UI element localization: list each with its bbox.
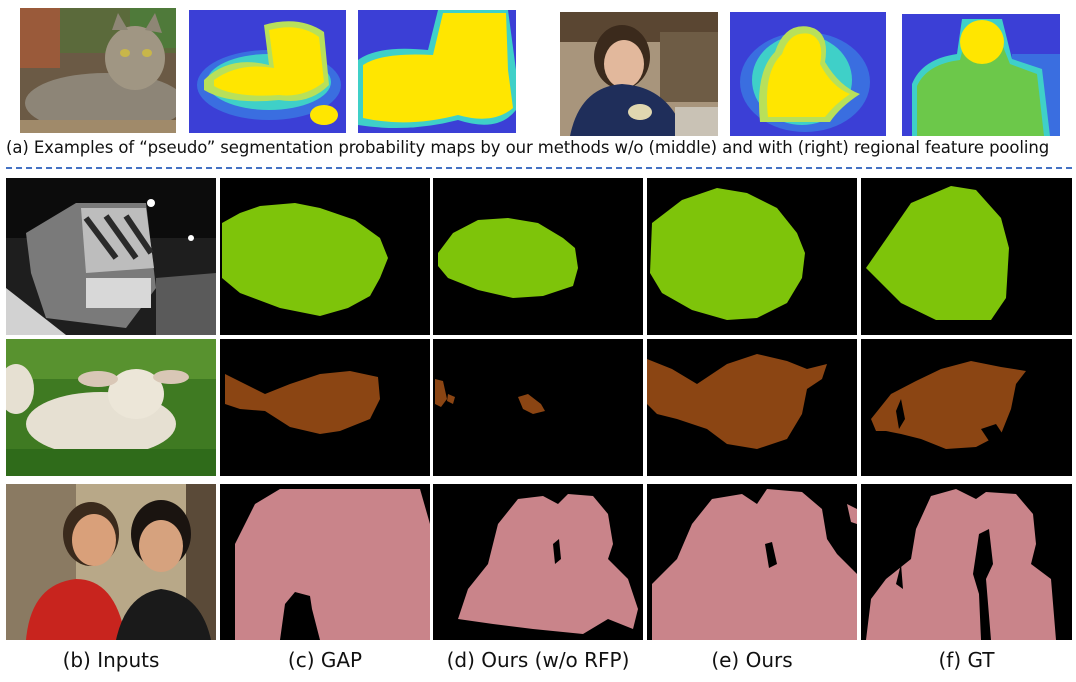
column-label-ours-wo-rfp: (d) Ours (w/o RFP) [446,648,630,672]
train-ours-wo-rfp-mask [433,178,643,335]
column-label-gap: (c) GAP [287,648,363,672]
train-input-photo [6,178,216,335]
column-label-gt: (f) GT [938,648,995,672]
cat-heatmap-with-rfp [358,10,516,133]
sheep-ours-wo-rfp-mask [433,339,643,476]
caption-a: (a) Examples of “pseudo” segmentation pr… [6,138,1050,157]
column-label-inputs: (b) Inputs [62,648,160,672]
dashed-divider [6,167,1072,169]
people-input-photo [6,484,216,640]
column-label-ours: (e) Ours [711,648,793,672]
people-ours-mask [647,484,857,640]
sheep-input-photo [6,339,216,476]
sheep-ours-mask [647,339,857,476]
girl-heatmap-with-rfp [902,14,1060,136]
girl-heatmap-without-rfp [730,12,886,136]
sheep-gap-mask [220,339,430,476]
train-ours-mask [647,178,857,335]
people-ours-wo-rfp-mask [433,484,643,640]
people-gap-mask [220,484,430,640]
cat-photo [20,8,176,133]
girl-photo [560,12,718,136]
people-gt-mask [861,484,1072,640]
cat-heatmap-without-rfp [189,10,346,133]
train-gt-mask [861,178,1072,335]
train-gap-mask [220,178,430,335]
sheep-gt-mask [861,339,1072,476]
